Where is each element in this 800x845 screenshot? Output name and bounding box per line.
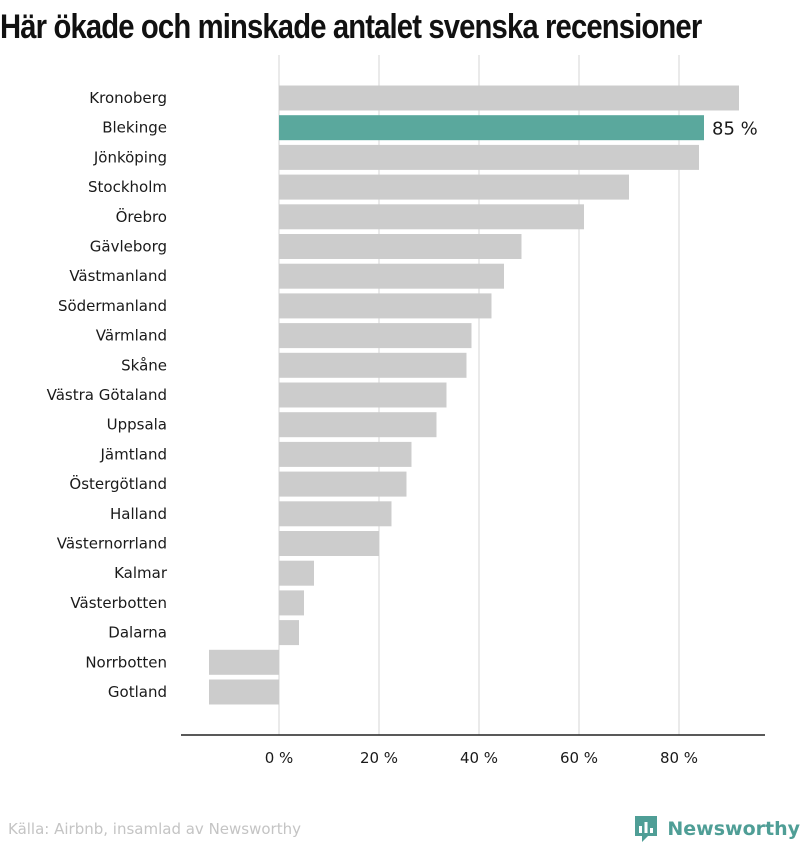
bar-västmanland: [279, 263, 504, 289]
category-label-norrbotten: Norrbotten: [85, 653, 167, 671]
category-label-jönköping: Jönköping: [93, 148, 167, 166]
category-labels: Kronoberg Blekinge Jönköping Stockholm Örebr…: [47, 89, 168, 701]
bar-stockholm: [279, 174, 629, 200]
value-label-blekinge: 85 %: [712, 119, 758, 140]
bar-värmland: [279, 323, 472, 349]
brand-name: Newsworthy: [667, 818, 800, 840]
category-label-örebro: Örebro: [116, 207, 167, 226]
x-tick-label-0: 0 %: [265, 749, 294, 767]
bar-halland: [279, 501, 392, 527]
category-label-uppsala: Uppsala: [107, 416, 167, 434]
bars: [209, 85, 739, 705]
bar-blekinge: [279, 115, 704, 141]
x-tick-label-60: 60 %: [560, 749, 598, 767]
chart-title: Här ökade och minskade antalet svenska r…: [0, 8, 702, 46]
category-label-blekinge: Blekinge: [102, 119, 167, 137]
bar-gotland: [209, 679, 279, 705]
bar-kronoberg: [279, 85, 739, 111]
category-label-kronoberg: Kronoberg: [89, 89, 167, 107]
category-label-södermanland: Södermanland: [58, 297, 167, 315]
bar-uppsala: [279, 412, 437, 438]
value-labels: 85 %: [712, 119, 758, 140]
bar-västernorrland: [279, 531, 379, 556]
category-label-skåne: Skåne: [121, 356, 167, 374]
category-label-västmanland: Västmanland: [69, 267, 167, 285]
category-label-västernorrland: Västernorrland: [57, 535, 167, 553]
x-tick-label-20: 20 %: [360, 749, 398, 767]
bar-örebro: [279, 204, 584, 230]
category-label-värmland: Värmland: [96, 327, 167, 345]
x-tick-label-40: 40 %: [460, 749, 498, 767]
category-label-gävleborg: Gävleborg: [90, 238, 167, 256]
bar-västerbotten: [279, 590, 304, 616]
category-label-kalmar: Kalmar: [114, 564, 168, 582]
category-label-västerbotten: Västerbotten: [70, 594, 167, 612]
category-label-dalarna: Dalarna: [108, 624, 167, 642]
bar-jönköping: [279, 144, 699, 170]
x-tick-label-80: 80 %: [660, 749, 698, 767]
bar-jämtland: [279, 441, 412, 467]
category-label-jämtland: Jämtland: [100, 445, 168, 463]
bar-norrbotten: [209, 649, 279, 675]
category-label-gotland: Gotland: [108, 683, 167, 701]
bar-kalmar: [279, 560, 314, 586]
bar-gävleborg: [279, 234, 522, 259]
category-label-östergötland: Östergötland: [69, 474, 167, 493]
category-label-stockholm: Stockholm: [88, 178, 167, 196]
newsworthy-logo: Newsworthy: [633, 813, 800, 845]
bar-dalarna: [279, 620, 299, 646]
bar-södermanland: [279, 293, 492, 319]
bar-östergötland: [279, 471, 407, 497]
newsworthy-logo-icon: [635, 816, 658, 842]
bar-västra-götaland: [279, 382, 447, 408]
source-note: Källa: Airbnb, insamlad av Newsworthy: [8, 820, 301, 838]
category-label-halland: Halland: [110, 505, 167, 523]
category-label-västra-götaland: Västra Götaland: [47, 386, 167, 404]
bar-skåne: [279, 352, 467, 378]
x-axis: 0 % 20 % 40 % 60 % 80 %: [181, 734, 765, 767]
